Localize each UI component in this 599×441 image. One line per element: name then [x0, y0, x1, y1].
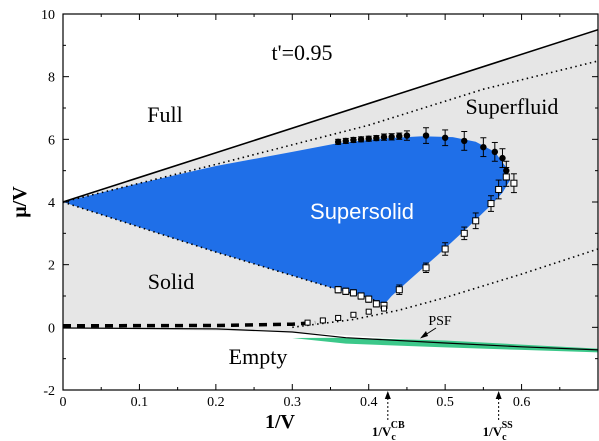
- region-label-full: Full: [147, 102, 182, 127]
- data-point-filled: [334, 138, 342, 146]
- data-point-open: [495, 185, 503, 193]
- supersolid-region: [63, 136, 511, 305]
- data-point-filled: [441, 134, 449, 141]
- data-point-filled: [373, 134, 380, 142]
- psf-region: [292, 337, 598, 353]
- data-point-open: [510, 179, 518, 187]
- data-point-open: [357, 292, 365, 300]
- data-point-filled: [422, 132, 430, 139]
- data-point-open: [395, 286, 403, 294]
- x-tick-label: 0.1: [131, 395, 149, 410]
- data-point-filled: [491, 148, 499, 156]
- y-tick-label: 4: [48, 196, 55, 211]
- data-point-open: [441, 245, 449, 253]
- region-label-superfluid: Superfluid: [466, 94, 559, 119]
- data-point-open: [304, 319, 311, 326]
- x-tick-label: 0: [60, 395, 67, 410]
- x-tick-label: 0.2: [207, 395, 225, 410]
- data-point-filled: [342, 137, 349, 145]
- x-axis-title: 1/V: [265, 411, 296, 433]
- data-point-open: [502, 173, 510, 181]
- data-point-filled: [499, 154, 506, 162]
- solid-upper-dotted-line: [292, 248, 598, 329]
- y-tick-label: 8: [48, 71, 55, 86]
- full-boundary-line: [63, 28, 598, 203]
- data-point-open: [349, 289, 357, 297]
- data-point-open: [334, 286, 342, 294]
- data-point-open: [365, 308, 372, 315]
- psf-arrow-head: [420, 331, 428, 339]
- critical-point-arrow-head: [495, 391, 502, 399]
- data-point-filled: [480, 143, 487, 151]
- region-label-supersolid: Supersolid: [310, 199, 414, 224]
- data-point-filled: [403, 132, 411, 139]
- data-point-open: [422, 264, 430, 272]
- data-point-filled: [365, 135, 372, 142]
- data-point-filled: [388, 133, 395, 141]
- data-point-open: [472, 217, 480, 225]
- x-tick-label: 0.4: [360, 395, 378, 410]
- critical-point-label: 1/VcCB: [372, 420, 405, 441]
- chart-title: t'=0.95: [272, 40, 333, 65]
- data-point-open: [335, 314, 342, 321]
- data-point-filled: [396, 133, 403, 140]
- data-point-filled: [380, 133, 388, 141]
- solid-lower-dashed-line: [63, 320, 316, 328]
- data-point-open: [487, 200, 495, 208]
- region-label-solid: Solid: [148, 269, 194, 294]
- y-tick-label: 2: [48, 259, 55, 274]
- data-point-open: [319, 317, 326, 324]
- data-point-filled: [357, 136, 365, 143]
- region-label-empty: Empty: [229, 344, 288, 369]
- data-point-open: [342, 287, 350, 295]
- y-tick-label: 6: [48, 133, 55, 148]
- y-tick-label: 10: [41, 8, 55, 23]
- x-tick-label: 0.3: [284, 395, 302, 410]
- y-tick-label: 0: [48, 321, 55, 336]
- data-point-open: [350, 311, 357, 318]
- empty-boundary-line: [63, 327, 598, 351]
- y-tick-label: -2: [43, 384, 55, 399]
- critical-point-arrow-head: [384, 391, 391, 399]
- data-point-open: [381, 305, 387, 312]
- x-tick-label: 0.5: [436, 395, 454, 410]
- data-point-open: [372, 300, 380, 308]
- data-point-filled: [461, 137, 468, 145]
- data-point-open: [365, 295, 373, 303]
- data-point-filled: [350, 136, 357, 144]
- y-axis-title: μ/V: [9, 186, 31, 218]
- region-label-psf: PSF: [428, 314, 452, 329]
- data-point-open: [460, 229, 468, 237]
- critical-point-label: 1/VcSS: [483, 420, 514, 441]
- superfluid-upper-dotted-line: [63, 60, 598, 203]
- x-tick-label: 0.6: [513, 395, 531, 410]
